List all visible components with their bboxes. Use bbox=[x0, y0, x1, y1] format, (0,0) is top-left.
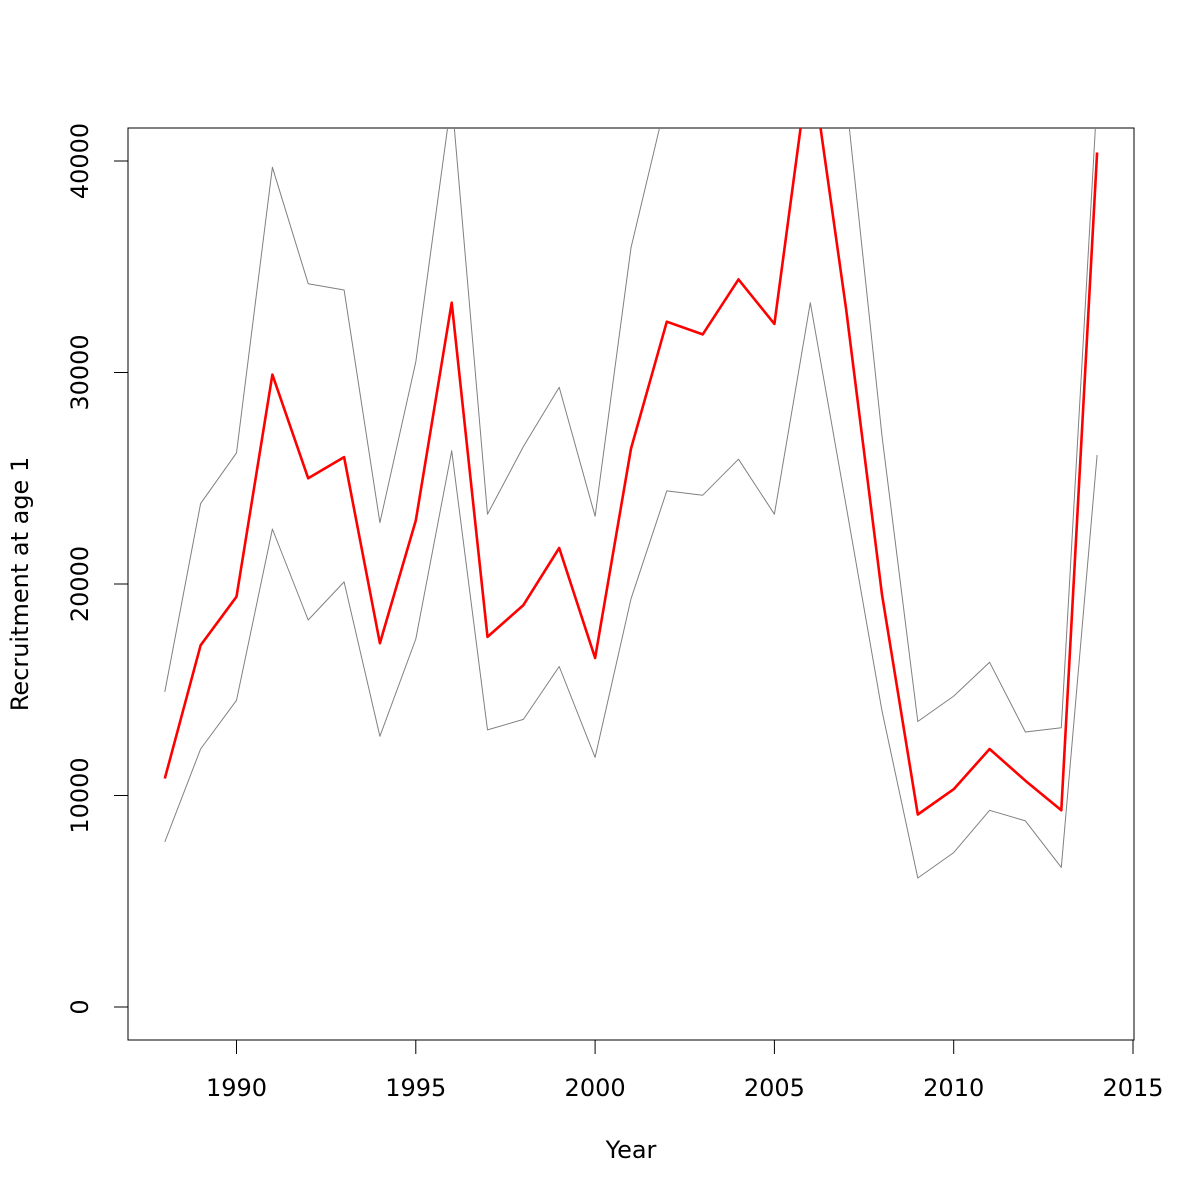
y-axis: 0 10000 20000 30000 40000 bbox=[66, 123, 129, 1015]
y-tick-label: 10000 bbox=[66, 757, 94, 833]
x-tick-label: 1990 bbox=[206, 1074, 267, 1102]
x-tick-label: 2015 bbox=[1102, 1074, 1163, 1102]
series-line-estimate bbox=[163, 128, 1099, 816]
x-tick-label: 2005 bbox=[744, 1074, 805, 1102]
x-axis-title: Year bbox=[605, 1136, 657, 1164]
y-tick-label: 30000 bbox=[66, 334, 94, 410]
y-tick-label: 0 bbox=[66, 999, 94, 1014]
y-axis-title: Recruitment at age 1 bbox=[6, 457, 34, 711]
x-tick-label: 2010 bbox=[923, 1074, 984, 1102]
x-axis: 1990 1995 2000 2005 2010 2015 bbox=[206, 1039, 1164, 1102]
series-line-upper bbox=[164, 128, 1096, 733]
series-line-lower bbox=[164, 302, 1098, 879]
plot-frame bbox=[127, 127, 1135, 1041]
x-tick-label: 1995 bbox=[385, 1074, 446, 1102]
x-tick-label: 2000 bbox=[565, 1074, 626, 1102]
y-tick-label: 20000 bbox=[66, 546, 94, 622]
y-tick-label: 40000 bbox=[66, 123, 94, 199]
series-layer bbox=[163, 128, 1099, 879]
